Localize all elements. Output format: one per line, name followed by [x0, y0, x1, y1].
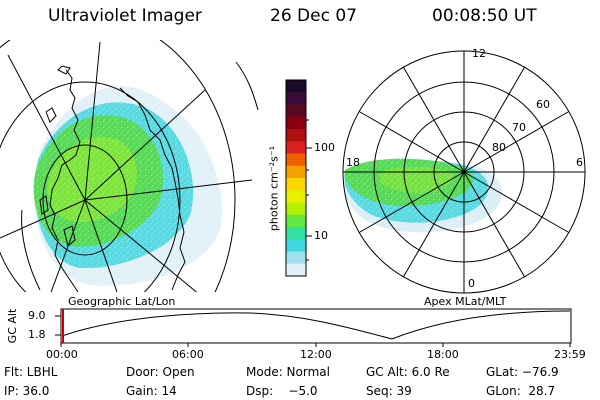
mlt-label-18: 18: [346, 156, 360, 169]
color-bar: [286, 80, 306, 277]
colorbar-segment: [286, 80, 306, 93]
info-ip: IP: 36.0: [4, 384, 50, 398]
info-seq: Seq: 39: [366, 384, 412, 398]
colorbar-segment: [286, 190, 306, 203]
timeline-xtick: 06:00: [172, 348, 204, 361]
coastline: [49, 69, 81, 292]
colorbar-segment: [286, 263, 306, 277]
colorbar-segment: [286, 227, 306, 240]
colorbar-segment: [286, 202, 306, 216]
mlat-label-70: 70: [512, 121, 526, 134]
info-flt: Flt: LBHL: [4, 365, 58, 379]
info-gcalt: GC Alt: 6.0 Re: [366, 365, 450, 379]
colorbar-segment: [286, 239, 306, 252]
lat-circle: [0, 40, 236, 292]
colorbar-segment: [286, 251, 306, 265]
timeline-xtick: 23:59: [554, 348, 586, 361]
mlat-label-60: 60: [536, 98, 550, 111]
timeline-xtick: 00:00: [46, 348, 78, 361]
colorbar-tick-100: 100: [314, 141, 335, 154]
timeline-xtick: 12:00: [300, 348, 332, 361]
timeline-xtick: 18:00: [427, 348, 459, 361]
date-label: 26 Dec 07: [270, 6, 357, 26]
lat-circle: [42, 144, 128, 256]
timeline-ylabel: GC Alt: [6, 308, 19, 344]
info-dsp: Dsp: −5.0: [246, 384, 318, 398]
info-glon: GLon: 28.7: [486, 384, 556, 398]
colorbar-segment: [286, 141, 306, 154]
polar-plot: [342, 50, 586, 294]
mlat-label-80: 80: [492, 141, 506, 154]
info-gain: Gain: 14: [126, 384, 177, 398]
altitude-timeline: [55, 308, 572, 347]
mlt-label-12: 12: [472, 47, 486, 60]
info-door: Door: Open: [126, 365, 195, 379]
lat-circle: [0, 81, 181, 292]
geographic-map: [0, 40, 260, 292]
mlt-label-0: 0: [468, 277, 475, 290]
colorbar-segment: [286, 153, 306, 167]
geographic-label: Geographic Lat/Lon: [68, 295, 176, 308]
colorbar-segment: [286, 104, 306, 118]
colorbar-segment: [286, 165, 306, 179]
mlt-label-6: 6: [576, 156, 583, 169]
coastline: [119, 87, 186, 291]
colorbar-segment: [286, 178, 306, 191]
colorbar-tick-10: 10: [314, 229, 328, 242]
instrument-title: Ultraviolet Imager: [48, 6, 202, 26]
colorbar-unit-label: photon cm⁻²s⁻¹: [267, 145, 281, 232]
colorbar-segment: [286, 92, 306, 105]
altitude-curve: [61, 310, 571, 340]
timeline-ytick-1-8: 1.8: [28, 328, 46, 341]
colorbar-segment: [286, 116, 306, 130]
timeline-ytick-9: 9.0: [28, 309, 46, 322]
time-label: 00:08:50 UT: [432, 6, 537, 26]
apex-label: Apex MLat/MLT: [424, 295, 507, 308]
colorbar-segment: [286, 214, 306, 228]
colorbar-segment: [286, 129, 306, 142]
info-mode: Mode: Normal: [246, 365, 330, 379]
info-glat: GLat: −76.9: [486, 365, 559, 379]
